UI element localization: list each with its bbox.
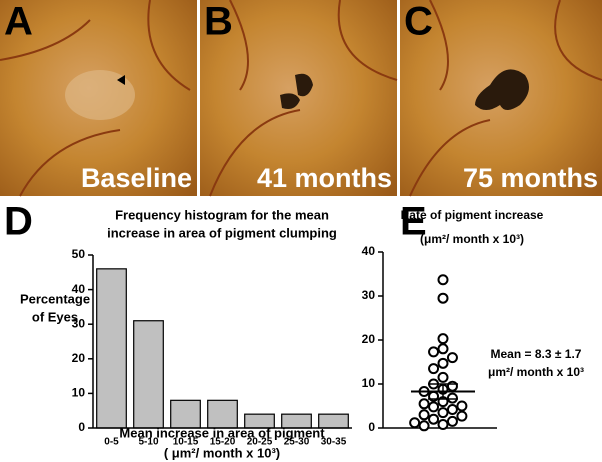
- x-tick-label: 20-25: [247, 437, 273, 448]
- data-point: [437, 407, 449, 419]
- x-tick-label: 0-5: [104, 437, 119, 448]
- data-point: [456, 410, 468, 422]
- panel-label: D: [4, 200, 33, 244]
- y-tick-label: 40: [362, 244, 376, 258]
- bar: [318, 413, 349, 429]
- bar: [170, 399, 201, 429]
- data-point: [437, 357, 449, 369]
- panel-label: C: [404, 0, 433, 44]
- annotation: μm²/ month x 10³: [488, 365, 584, 379]
- y-tick-label: 20: [72, 351, 86, 365]
- data-point: [428, 401, 440, 413]
- photo-b: [200, 0, 398, 197]
- y-tick-label: 10: [72, 386, 86, 400]
- x-tick-label: 10-15: [173, 437, 199, 448]
- panel-label: E: [400, 200, 427, 244]
- chart-title: increase in area of pigment clumping: [107, 225, 337, 240]
- y-tick-label: 40: [72, 282, 86, 296]
- bar: [96, 268, 127, 429]
- chart-title: Frequency histogram for the mean: [115, 207, 329, 222]
- panel-label: A: [4, 0, 33, 44]
- y-axis-label: Percentage: [20, 291, 90, 306]
- x-tick-label: 5-10: [138, 437, 158, 448]
- data-point: [418, 398, 430, 410]
- data-point: [446, 415, 458, 427]
- bar: [133, 320, 164, 429]
- data-point: [418, 409, 430, 421]
- y-tick-label: 10: [362, 376, 376, 390]
- bar: [244, 413, 275, 429]
- y-tick-label: 30: [72, 316, 86, 330]
- data-point: [409, 417, 421, 429]
- data-point: [446, 352, 458, 364]
- x-tick-label: 25-30: [284, 437, 310, 448]
- photo-caption: 41 months: [257, 163, 392, 193]
- x-axis-label: ( μm²/ month x 10³): [164, 445, 280, 460]
- x-axis-label: Mean increase in area of pigment: [119, 425, 325, 440]
- data-point: [428, 363, 440, 375]
- bar: [207, 399, 238, 429]
- data-point: [446, 404, 458, 416]
- bar: [281, 413, 312, 429]
- data-point: [437, 274, 449, 286]
- panel-label: B: [204, 0, 233, 44]
- photo-caption: Baseline: [81, 163, 192, 193]
- chart-title: Rate of pigment increase: [401, 208, 544, 222]
- data-point: [418, 420, 430, 432]
- annotation: Mean = 8.3 ± 1.7: [491, 347, 582, 361]
- data-point: [428, 413, 440, 425]
- x-tick-label: 30-35: [321, 437, 347, 448]
- data-point: [437, 418, 449, 430]
- photo-a: [0, 0, 197, 197]
- chart-title: (μm²/ month x 10³): [420, 232, 524, 246]
- data-point: [437, 371, 449, 383]
- data-point: [437, 292, 449, 304]
- y-tick-label: 0: [78, 420, 85, 434]
- photo-caption: 75 months: [463, 163, 598, 193]
- y-tick-label: 50: [72, 247, 86, 261]
- photo-c: [400, 0, 602, 197]
- data-point: [428, 346, 440, 358]
- y-tick-label: 0: [368, 420, 375, 434]
- y-tick-label: 30: [362, 288, 376, 302]
- data-point: [446, 392, 458, 404]
- data-point: [446, 380, 458, 392]
- y-tick-label: 20: [362, 332, 376, 346]
- data-point: [437, 343, 449, 355]
- x-tick-label: 15-20: [210, 437, 236, 448]
- data-point: [456, 400, 468, 412]
- data-point: [437, 333, 449, 345]
- y-axis-label: of Eyes: [32, 309, 78, 324]
